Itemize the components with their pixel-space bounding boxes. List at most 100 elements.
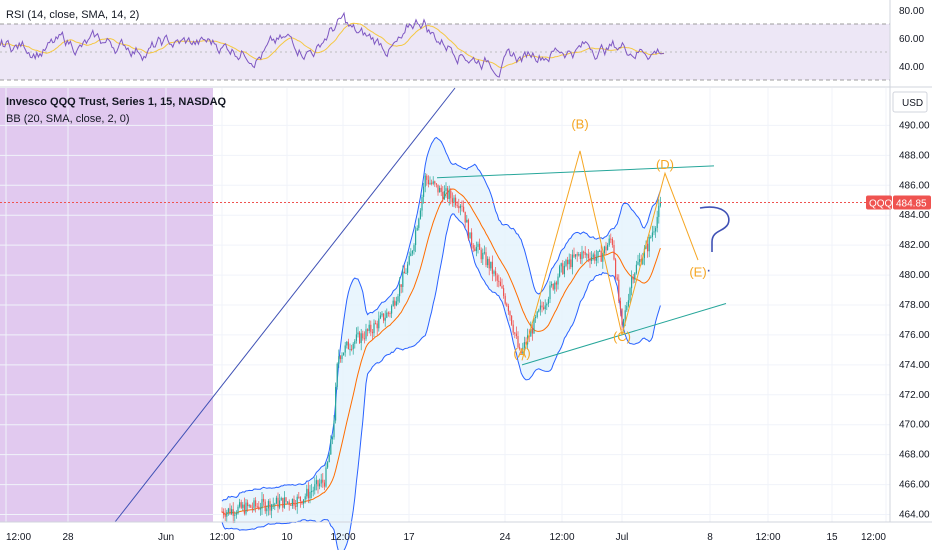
wave-labels: (A) (B) (C) (D) (E) [513, 116, 706, 360]
candle-body [576, 254, 578, 256]
candle-body [255, 500, 257, 507]
candle-body [339, 356, 341, 360]
candle-body [376, 323, 378, 329]
rsi-tick-40: 40.00 [899, 62, 924, 73]
main-pane[interactable]: (A) (B) (C) (D) (E) · Invesco QQQ Trust, Ser… [0, 87, 890, 550]
candle-body [362, 333, 364, 339]
candle-body [543, 307, 545, 310]
candle-body [626, 305, 628, 311]
candle-body [320, 479, 322, 484]
candle-body [363, 338, 365, 340]
candle-body [619, 301, 621, 310]
trend-line[interactable] [114, 87, 456, 523]
candle-body [331, 437, 333, 440]
candle-body [378, 318, 380, 329]
candle-body [346, 341, 348, 346]
price-tick-label: 466.00 [899, 480, 930, 491]
candle-body [423, 186, 425, 197]
candle-body [323, 482, 325, 487]
candle-body [440, 187, 442, 192]
candle-body [586, 254, 588, 256]
question-annotation [699, 206, 730, 252]
candle-body [562, 263, 564, 275]
wave-path[interactable] [521, 150, 699, 361]
triangle-lines[interactable] [436, 165, 727, 366]
wave-label: (A) [513, 345, 530, 360]
price-tick-label: 468.00 [899, 450, 930, 461]
candle-body [658, 205, 660, 217]
candle-body [283, 497, 285, 508]
candle-body [594, 254, 596, 261]
currency-label: USD [902, 98, 923, 109]
candle-body [301, 501, 303, 504]
candle-body [442, 191, 444, 200]
candle-body [408, 256, 410, 265]
candle-body [240, 502, 242, 508]
candle-body [603, 246, 605, 253]
candle-body [643, 248, 645, 259]
candle-body [635, 264, 637, 274]
candle-body [467, 219, 469, 239]
candle-body [483, 252, 485, 254]
last-price-label: 484.85 [896, 198, 927, 209]
time-tick-label: 17 [403, 532, 415, 543]
candle-body [624, 310, 626, 320]
candle-body [303, 499, 305, 504]
rsi-pane[interactable]: RSI (14, close, SMA, 14, 2) 80.00 60.00 … [0, 6, 924, 81]
question-dot: · [706, 262, 711, 279]
candle-body [231, 509, 233, 514]
price-axis[interactable]: USD 490.00 488.00 486.00 484.00 482.00 480.00… [866, 0, 931, 522]
candle-body [552, 283, 554, 290]
candle-body [544, 305, 546, 310]
wave-label: (B) [571, 116, 588, 131]
candle-body [477, 243, 479, 247]
candle-body [258, 506, 260, 510]
candle-body [259, 508, 261, 510]
rsi-tick-80: 80.00 [899, 6, 924, 17]
candle-body [487, 258, 489, 266]
candle-body [549, 285, 551, 300]
time-tick-label: 8 [707, 532, 713, 543]
candle-body [275, 497, 277, 504]
candle-body [519, 347, 521, 349]
candle-body [370, 324, 372, 332]
candle-body [568, 259, 570, 265]
candle-body [463, 206, 465, 212]
candle-body [557, 276, 559, 285]
candle-body [555, 282, 557, 285]
candle-body [461, 205, 463, 207]
currency-button[interactable] [892, 91, 928, 113]
candle-body [634, 273, 636, 280]
candle-body [575, 254, 577, 257]
candle-body [469, 232, 471, 239]
candle-body [277, 497, 279, 508]
candle-body [243, 504, 245, 514]
price-tick-label: 472.00 [899, 390, 930, 401]
candle-body [466, 219, 468, 223]
candle-body [443, 190, 445, 200]
candle-body [365, 329, 367, 339]
candle-body [415, 230, 417, 246]
candle-body [571, 254, 573, 268]
rsi-ma-line [0, 22, 665, 69]
time-tick-label: 28 [62, 532, 74, 543]
triangle-upper[interactable] [436, 165, 715, 179]
price-tick-label: 480.00 [899, 270, 930, 281]
candle-body [344, 345, 346, 353]
candle-body [493, 271, 495, 274]
triangle-lower[interactable] [521, 303, 727, 366]
rsi-tick-60: 60.00 [899, 34, 924, 45]
candle-body [253, 500, 255, 508]
candle-body [498, 280, 500, 282]
bb-upper [221, 136, 661, 502]
candle-body [306, 488, 308, 497]
candle-body [357, 332, 359, 335]
time-axis[interactable]: 12:00 28 Jun 12:00 10 12:00 17 24 12:00 Jul 8 12:00… [0, 521, 932, 543]
time-tick-label: 12:00 [6, 532, 31, 543]
candle-body [387, 312, 389, 314]
candle-body [360, 333, 362, 344]
candle-body [578, 254, 580, 256]
candle-body [615, 259, 617, 278]
